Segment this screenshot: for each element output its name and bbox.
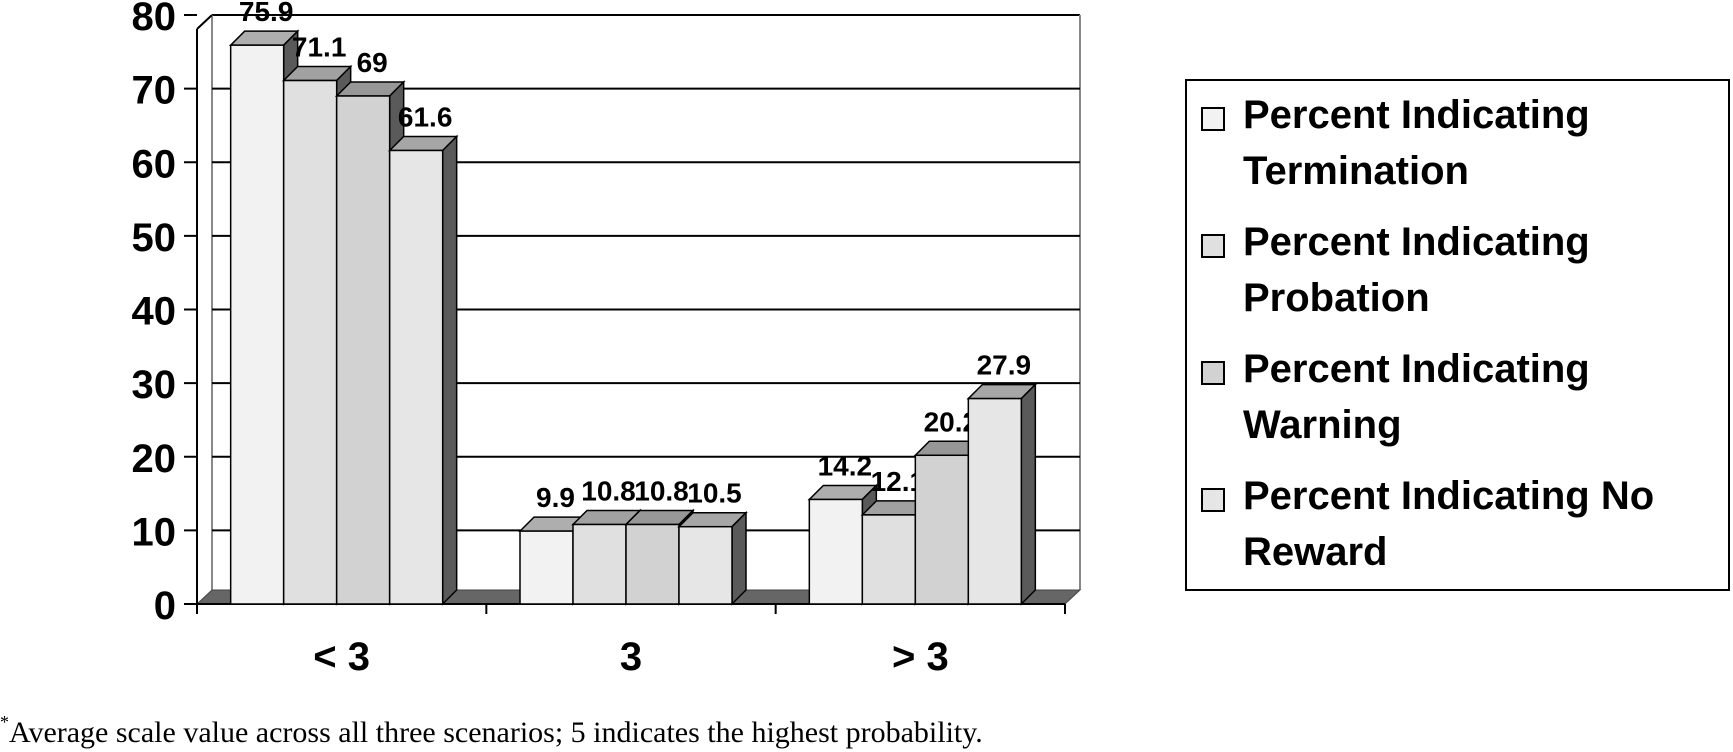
bar — [572, 523, 627, 605]
legend-label-line: Percent Indicating No — [1243, 474, 1655, 518]
legend-item-warning: Percent Indicating Warning — [1201, 341, 1713, 453]
bar — [282, 79, 338, 605]
data-label: 10.8 — [634, 475, 689, 506]
legend-label-line: Probation — [1243, 276, 1430, 320]
x-tick-label: > 3 — [892, 635, 949, 679]
data-label: 9.9 — [536, 482, 575, 513]
legend-label-line: Warning — [1243, 403, 1402, 447]
footnote-text: Average scale value across all three sce… — [9, 716, 983, 749]
x-tick-label: < 3 — [313, 635, 370, 679]
y-tick-label: 10 — [132, 510, 177, 554]
y-axis-top — [196, 14, 213, 30]
data-label: 75.9 — [239, 0, 294, 27]
bar — [388, 149, 444, 605]
bar-side — [731, 510, 747, 606]
data-label: 10.8 — [581, 475, 636, 506]
legend-swatch-no-reward — [1201, 488, 1225, 512]
bar-side — [441, 134, 458, 606]
y-tick-label: 30 — [132, 363, 177, 407]
data-label: 61.6 — [398, 101, 453, 132]
legend-label-no-reward: Percent Indicating No Reward — [1243, 468, 1713, 580]
footnote-marker: * — [0, 712, 9, 732]
bar — [967, 397, 1023, 605]
data-label: 69 — [357, 47, 388, 78]
data-label: 27.9 — [977, 350, 1032, 381]
data-label: 71.1 — [292, 32, 347, 63]
y-tick-label: 70 — [132, 69, 177, 113]
y-tick-label: 40 — [132, 290, 177, 334]
legend-item-termination: Percent Indicating Termination — [1201, 87, 1713, 199]
legend-label-line: Percent Indicating — [1243, 93, 1590, 137]
bar — [519, 530, 574, 605]
bar-chart: 0 10 20 30 40 50 60 70 80 < 3 3 > 3 75.9 71.1 69 61.6 9.… — [132, 0, 1082, 679]
bar — [914, 454, 970, 605]
bar — [861, 514, 917, 605]
data-label: 10.5 — [687, 478, 742, 509]
bar — [625, 523, 680, 605]
legend-label-line: Reward — [1243, 530, 1388, 574]
legend-label-termination: Percent Indicating Termination — [1243, 87, 1713, 199]
y-tick-label: 60 — [132, 142, 177, 186]
x-tick-label: 3 — [620, 635, 642, 679]
legend-label-warning: Percent Indicating Warning — [1243, 341, 1713, 453]
legend-swatch-termination — [1201, 107, 1225, 131]
y-tick-label: 50 — [132, 216, 177, 260]
legend-label-line: Percent Indicating — [1243, 347, 1590, 391]
legend-swatch-warning — [1201, 361, 1225, 385]
legend-label-line: Percent Indicating — [1243, 220, 1590, 264]
y-tick-label: 0 — [154, 584, 176, 628]
y-tick-label: 80 — [132, 0, 177, 39]
bar — [678, 525, 733, 605]
data-label: 14.2 — [818, 450, 873, 481]
legend-item-probation: Percent Indicating Probation — [1201, 214, 1713, 326]
legend-swatch-probation — [1201, 234, 1225, 258]
chart-legend: Percent Indicating Termination Percent I… — [1185, 79, 1730, 591]
legend-label-probation: Percent Indicating Probation — [1243, 214, 1713, 326]
legend-item-no-reward: Percent Indicating No Reward — [1201, 468, 1713, 580]
bar — [808, 498, 864, 605]
bar — [335, 95, 391, 605]
legend-label-line: Termination — [1243, 149, 1469, 193]
footnote: *Average scale value across all three sc… — [0, 712, 983, 750]
y-tick-label: 20 — [132, 437, 177, 481]
bar-side — [1020, 382, 1037, 606]
bar — [229, 44, 285, 605]
